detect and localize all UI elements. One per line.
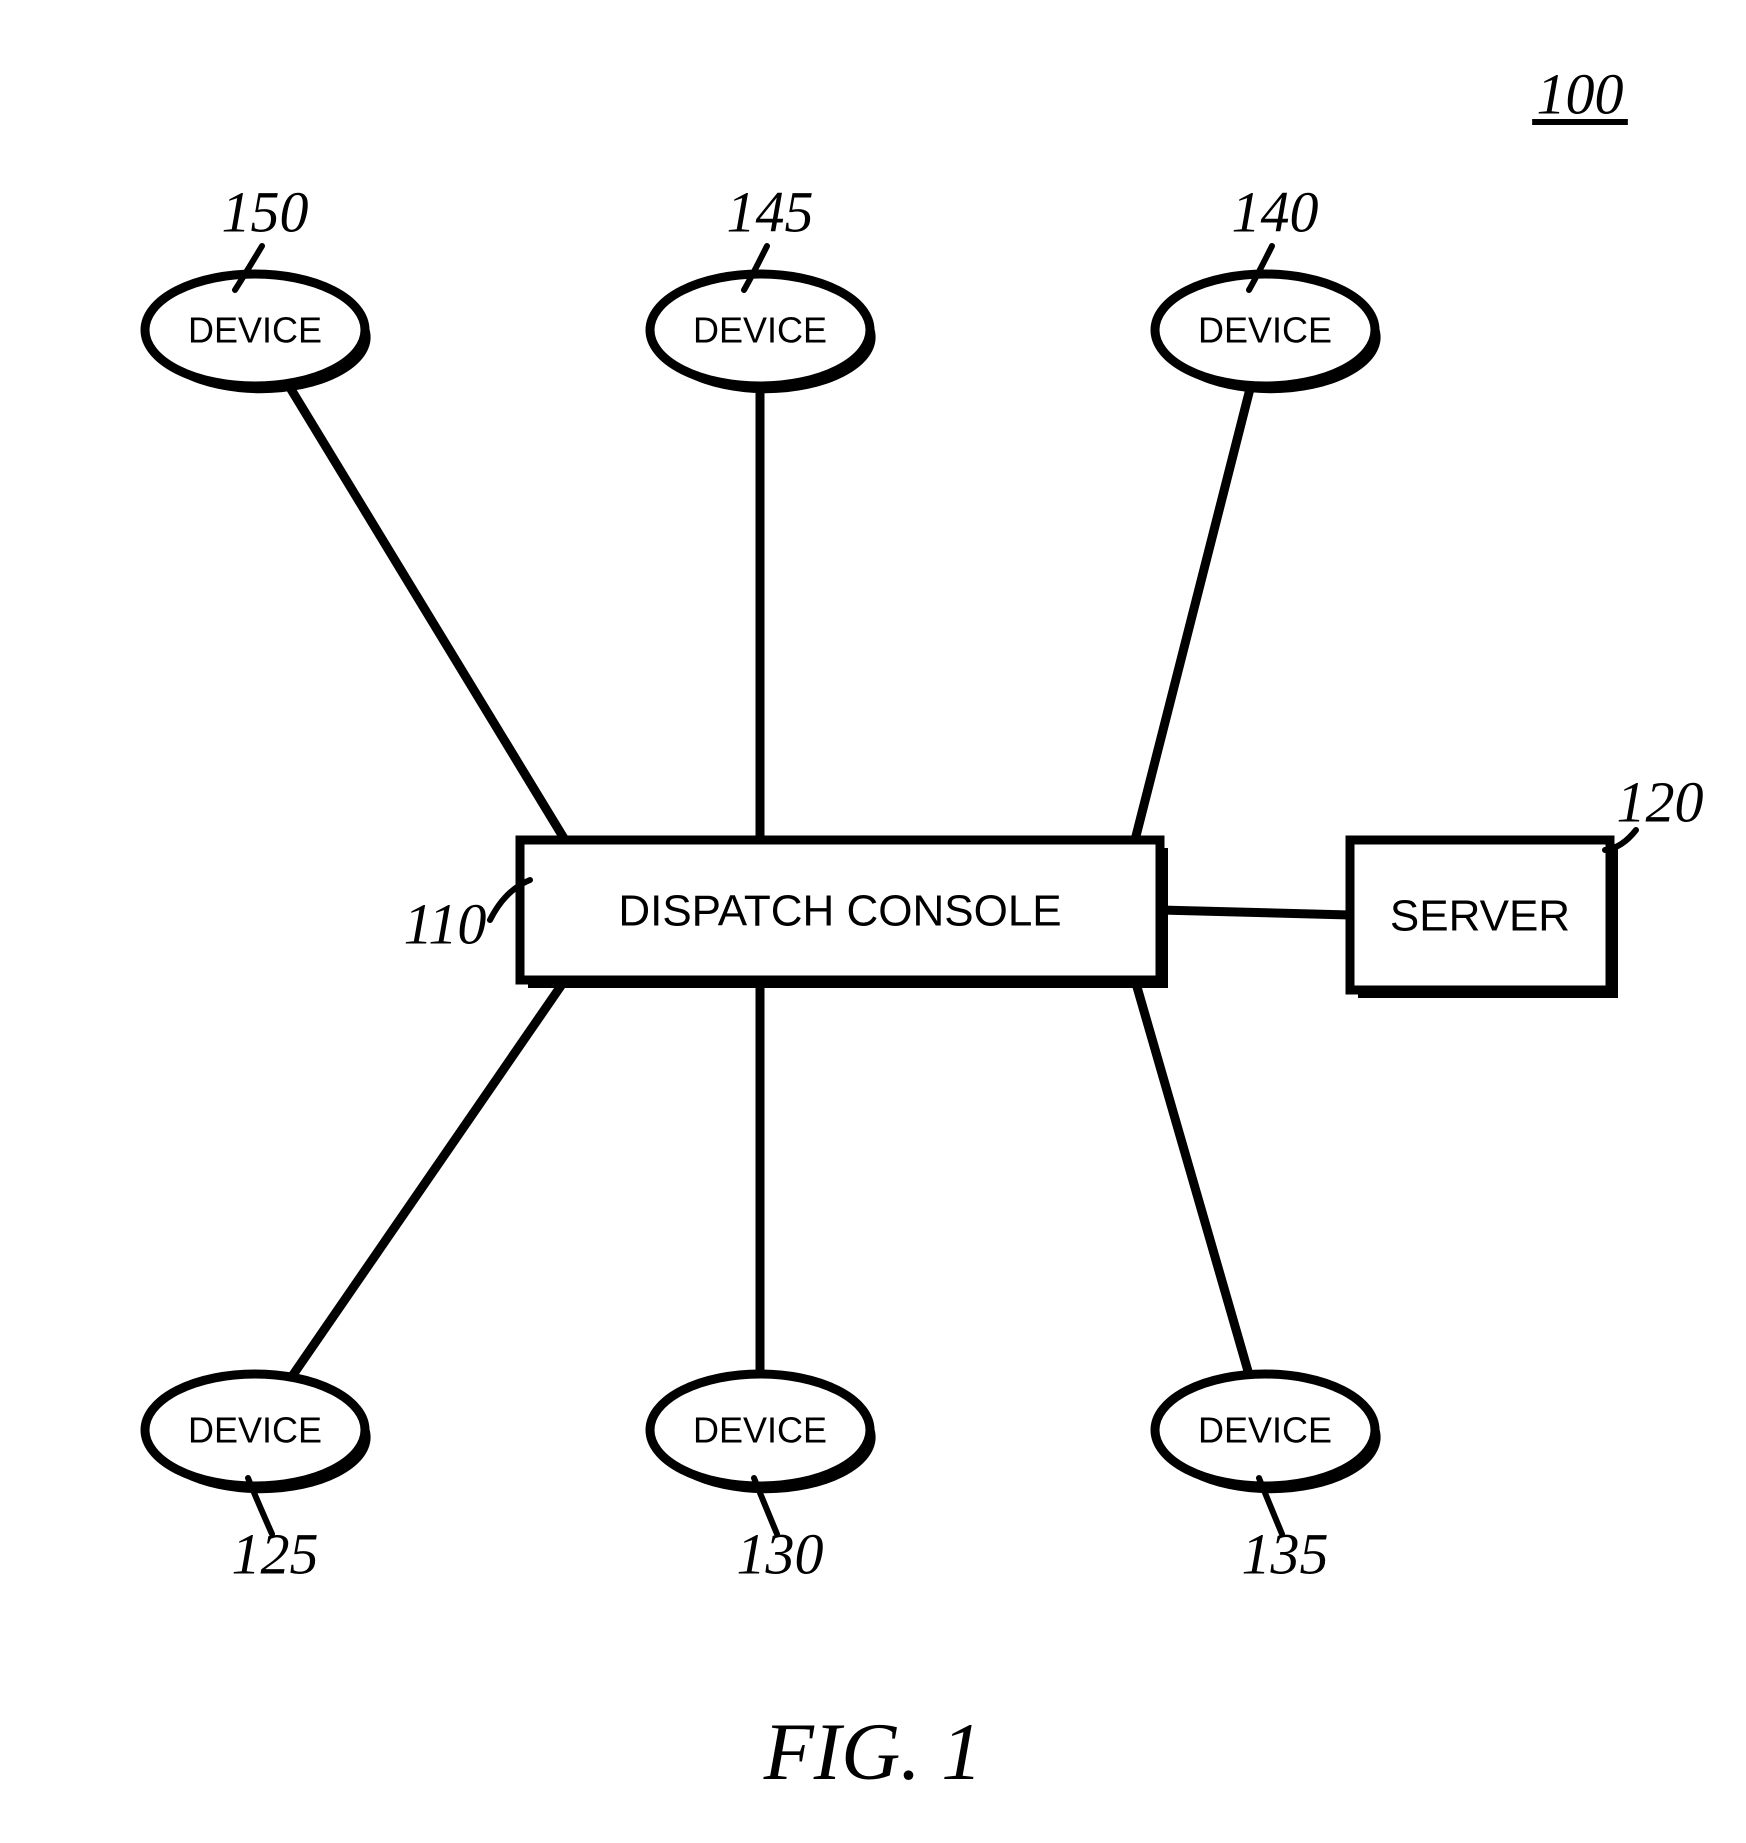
device-ref: 140 — [1232, 179, 1319, 244]
device-label: DEVICE — [1198, 1410, 1332, 1451]
device-label: DEVICE — [693, 1410, 827, 1451]
console-ref: 110 — [404, 891, 487, 956]
server-ref: 120 — [1617, 769, 1704, 834]
dispatch-console: DISPATCH CONSOLE 110 — [404, 840, 1168, 988]
device-label: DEVICE — [188, 1410, 322, 1451]
figure-label: FIG. 1 — [763, 1706, 983, 1797]
device-label: DEVICE — [693, 310, 827, 351]
device-ref: 150 — [222, 179, 309, 244]
device-ref: 125 — [232, 1521, 319, 1586]
server-label: SERVER — [1390, 892, 1570, 941]
device-label: DEVICE — [1198, 310, 1332, 351]
console-server-link — [1160, 910, 1350, 915]
device-ref: 145 — [727, 179, 814, 244]
device-ref: 135 — [1242, 1521, 1329, 1586]
system-ref: 100 — [1537, 61, 1624, 126]
device-label: DEVICE — [188, 310, 322, 351]
console-label: DISPATCH CONSOLE — [618, 887, 1061, 936]
device-ref: 130 — [737, 1521, 824, 1586]
